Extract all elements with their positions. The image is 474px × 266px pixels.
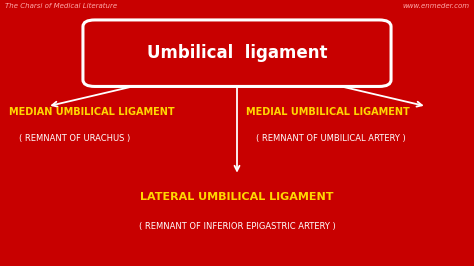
Text: ( REMNANT OF UMBILICAL ARTERY ): ( REMNANT OF UMBILICAL ARTERY ) bbox=[256, 134, 406, 143]
Text: ( REMNANT OF INFERIOR EPIGASTRIC ARTERY ): ( REMNANT OF INFERIOR EPIGASTRIC ARTERY … bbox=[138, 222, 336, 231]
Text: www.enmeder.com: www.enmeder.com bbox=[402, 3, 469, 9]
FancyBboxPatch shape bbox=[83, 20, 391, 86]
Text: MEDIAL UMBILICAL LIGAMENT: MEDIAL UMBILICAL LIGAMENT bbox=[246, 107, 410, 117]
Text: LATERAL UMBILICAL LIGAMENT: LATERAL UMBILICAL LIGAMENT bbox=[140, 192, 334, 202]
Text: MEDIAN UMBILICAL LIGAMENT: MEDIAN UMBILICAL LIGAMENT bbox=[9, 107, 175, 117]
Text: The Charsi of Medical Literature: The Charsi of Medical Literature bbox=[5, 3, 117, 9]
Text: ( REMNANT OF URACHUS ): ( REMNANT OF URACHUS ) bbox=[19, 134, 130, 143]
Text: Umbilical  ligament: Umbilical ligament bbox=[147, 44, 327, 62]
